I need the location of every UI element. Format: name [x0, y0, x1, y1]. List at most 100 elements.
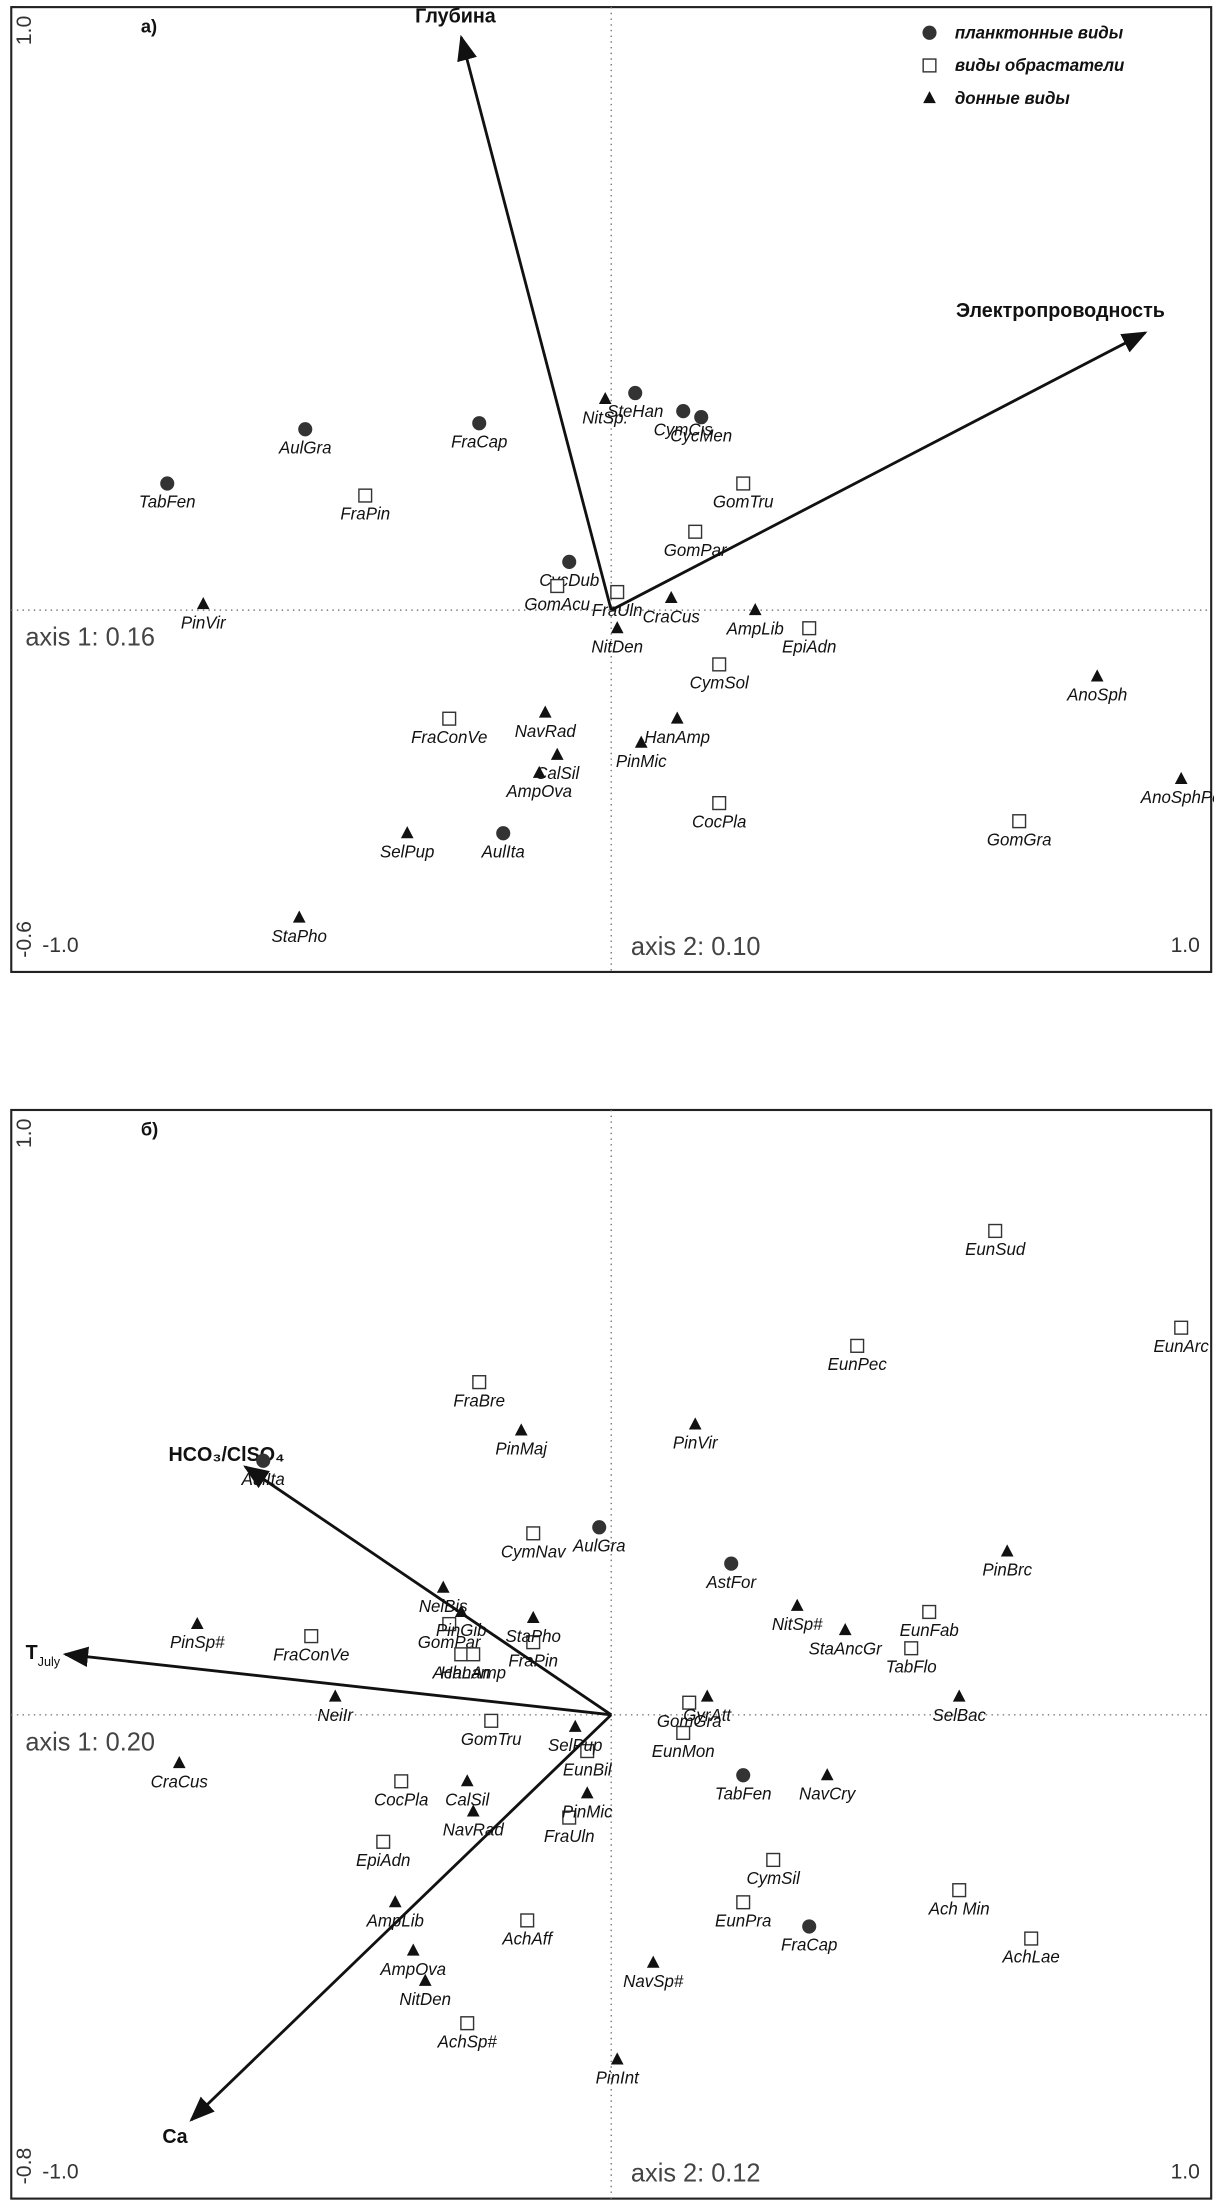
- point: [736, 1895, 751, 1910]
- point-label: AchLan: [432, 1663, 490, 1682]
- point-label: NitSp.: [582, 408, 628, 427]
- point-label: EunPra: [715, 1911, 771, 1930]
- x-tick-label: 1.0: [1171, 2161, 1200, 2184]
- arrow-label-main: Ca: [162, 2126, 188, 2148]
- point-label: AulGra: [572, 1536, 626, 1555]
- point-label: SelPup: [548, 1736, 602, 1755]
- point-label: GyrAtt: [683, 1706, 732, 1725]
- panel-label: а): [141, 16, 157, 37]
- point: [484, 1713, 499, 1728]
- point-label: EunMon: [652, 1742, 715, 1761]
- arrow-label-main: HCO₃/ClSO₄: [169, 1444, 285, 1466]
- point: [442, 1616, 457, 1632]
- arrow: [457, 34, 613, 611]
- point: [568, 1719, 582, 1732]
- point-label: EunBil: [563, 1760, 613, 1779]
- point: [436, 1580, 450, 1593]
- point-label: HanAmp: [644, 728, 710, 747]
- point: [766, 1852, 781, 1868]
- legend-label: виды обрастатели: [955, 56, 1125, 75]
- point-label: EunFab: [900, 1621, 959, 1640]
- point: [850, 1338, 865, 1353]
- point-label: CymCis: [654, 420, 714, 439]
- point-label: NeiIr: [317, 1706, 354, 1725]
- point: [454, 1647, 469, 1662]
- point: [190, 1616, 204, 1630]
- point-label: NavRad: [515, 722, 577, 741]
- y-tick-label: 1.0: [13, 1119, 36, 1149]
- point: [394, 1774, 409, 1789]
- point: [442, 711, 457, 726]
- point: [472, 1375, 487, 1390]
- point: [736, 1768, 751, 1783]
- point-label: FraConVe: [411, 728, 487, 747]
- point: [256, 1453, 271, 1468]
- point: [406, 1943, 420, 1956]
- arrow-label-main: Глубина: [415, 5, 497, 27]
- arrow: [610, 331, 1148, 612]
- point: [1000, 1544, 1014, 1557]
- point-label: AchLae: [1002, 1948, 1060, 1967]
- point: [400, 826, 414, 839]
- point-label: AulIta: [241, 1470, 285, 1489]
- point: [820, 1768, 834, 1781]
- point-label: AulGra: [278, 438, 332, 457]
- x-tick-label: -1.0: [42, 934, 78, 957]
- point: [388, 1895, 402, 1908]
- point: [952, 1689, 966, 1702]
- point: [532, 765, 546, 778]
- arrow: [243, 1465, 613, 1716]
- point-label: PinMic: [562, 1803, 613, 1822]
- point: [460, 2016, 475, 2031]
- point-label: GomTru: [713, 493, 774, 512]
- point: [610, 584, 625, 600]
- point-label: PinVir: [673, 1434, 719, 1453]
- point: [676, 1725, 691, 1741]
- arrow-label: HCO₃/ClSO₄: [169, 1444, 285, 1466]
- point-label: GomPar: [664, 541, 728, 560]
- point: [670, 711, 684, 724]
- point-label: HanAmp: [440, 1663, 506, 1682]
- point-label: CymSil: [746, 1869, 801, 1888]
- point: [634, 735, 648, 748]
- point: [610, 621, 624, 634]
- point: [358, 488, 373, 503]
- point: [562, 554, 577, 570]
- point: [592, 1520, 607, 1535]
- point: [712, 657, 727, 672]
- point: [664, 590, 678, 604]
- point: [520, 1913, 535, 1928]
- point-label: PinSp#: [170, 1633, 225, 1652]
- axis-label: axis 1: 0.20: [25, 1728, 155, 1756]
- x-tick-label: 1.0: [1171, 934, 1200, 957]
- point-label: AnoSph: [1066, 686, 1127, 705]
- point: [610, 2052, 624, 2065]
- point: [802, 621, 817, 636]
- axis-label: axis 2: 0.10: [631, 933, 761, 961]
- arrow-label: Ca: [162, 2126, 188, 2148]
- point-label: EpiAdn: [356, 1851, 410, 1870]
- point: [1174, 1320, 1189, 1335]
- point-label: FraBre: [453, 1391, 505, 1410]
- point-label: FraConVe: [273, 1645, 349, 1664]
- point: [1174, 771, 1188, 784]
- point: [923, 91, 936, 104]
- arrow-label-sub: July: [38, 1654, 61, 1669]
- point-label: SteHan: [607, 402, 663, 421]
- point-label: GomGra: [987, 830, 1052, 849]
- arrow-label: Электропроводность: [956, 300, 1165, 322]
- point-label: NitDen: [591, 637, 643, 656]
- point-label: PinInt: [596, 2069, 640, 2088]
- point-label: AchAff: [501, 1930, 554, 1949]
- point-label: AulIta: [481, 842, 525, 861]
- point: [952, 1883, 967, 1898]
- point: [472, 416, 487, 431]
- point: [988, 1223, 1003, 1239]
- point-label: AstFor: [705, 1573, 757, 1592]
- point: [922, 25, 937, 40]
- point-label: NavCry: [799, 1784, 857, 1803]
- point-label: AchSp#: [437, 2032, 498, 2051]
- x-tick-label: -1.0: [42, 2161, 78, 2184]
- point-label: NavSp#: [623, 1972, 684, 1991]
